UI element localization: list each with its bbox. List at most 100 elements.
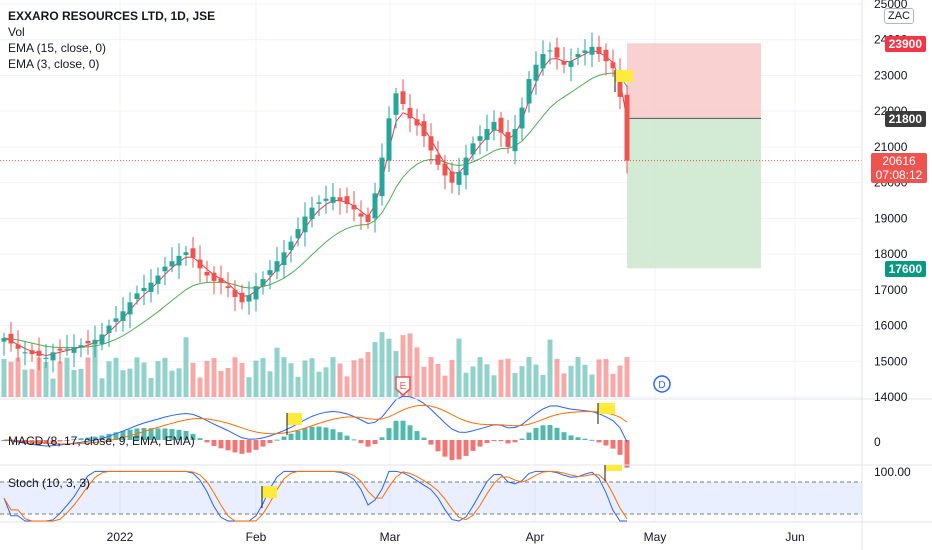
- macd-histogram-bar: [274, 439, 280, 441]
- candle-body: [477, 136, 483, 141]
- volume-bar: [1, 359, 7, 397]
- highlight-flag: [262, 486, 277, 498]
- volume-bar: [603, 359, 609, 397]
- volume-bar: [624, 357, 630, 397]
- time-tick-label: May: [644, 530, 667, 544]
- macd-histogram-bar: [218, 440, 224, 449]
- candle-body: [407, 108, 413, 119]
- candle-body: [8, 333, 14, 344]
- candle-body: [106, 325, 112, 333]
- candle-body: [64, 348, 70, 350]
- volume-bar: [337, 363, 343, 397]
- time-tick-label: Feb: [246, 530, 267, 544]
- dividend-marker-icon: [653, 375, 671, 393]
- candle-body: [71, 346, 77, 353]
- candle-body: [36, 350, 42, 356]
- volume-bar: [463, 372, 469, 397]
- volume-bar: [505, 358, 511, 397]
- time-tick-label: Apr: [526, 530, 545, 544]
- legend-title: EXXARO RESOURCES LTD, 1D, JSE: [8, 9, 216, 23]
- candle-body: [316, 202, 322, 204]
- macd-histogram-bar: [484, 440, 490, 443]
- candle-body: [78, 345, 84, 348]
- volume-bar: [92, 342, 98, 397]
- volume-bar: [162, 357, 168, 397]
- macd-histogram-bar: [141, 428, 147, 440]
- highlight-flag: [598, 403, 615, 414]
- candle-body: [344, 196, 350, 205]
- volume-bar: [323, 367, 329, 397]
- macd-histogram-bar: [596, 440, 602, 443]
- macd-histogram-bar: [617, 440, 623, 455]
- candle-body: [302, 216, 308, 233]
- volume-bar: [15, 357, 21, 397]
- stoch-label: Stoch (10, 3, 3): [8, 476, 91, 490]
- macd-histogram-bar: [134, 428, 140, 440]
- volume-bar: [407, 333, 413, 397]
- macd-histogram-bar: [148, 428, 154, 440]
- candle-body: [351, 204, 357, 210]
- volume-bar: [365, 351, 371, 397]
- volume-bar: [302, 360, 308, 397]
- currency-badge[interactable]: ZAC: [884, 8, 914, 24]
- candle-body: [330, 196, 336, 203]
- macd-histogram-bar: [92, 436, 98, 440]
- volume-bar: [190, 362, 196, 397]
- macd-histogram-bar: [519, 438, 525, 440]
- candle-body: [309, 207, 315, 219]
- dividend-marker-label: D: [658, 380, 665, 391]
- macd-histogram-bar: [442, 440, 448, 457]
- macd-histogram-bar: [372, 440, 378, 445]
- macd-histogram-bar: [568, 435, 574, 440]
- macd-histogram-bar: [57, 440, 63, 442]
- volume-bar: [582, 364, 588, 397]
- macd-histogram-bar: [120, 430, 126, 440]
- macd-histogram-bar: [512, 440, 518, 443]
- chart-legend: EXXARO RESOURCES LTD, 1D, JSE Vol EMA (1…: [8, 8, 215, 72]
- price-tick-label: 21000: [874, 140, 908, 154]
- macd-histogram-bar: [533, 428, 539, 440]
- macd-histogram-bar: [610, 440, 616, 449]
- volume-bar: [288, 363, 294, 397]
- volume-bar: [78, 368, 84, 397]
- macd-histogram-bar: [358, 440, 364, 444]
- stoch-pane: [0, 470, 862, 522]
- volume-bars: [1, 332, 630, 397]
- candle-body: [519, 107, 525, 129]
- price-tick-label: 25000: [874, 0, 908, 11]
- macd-histogram-bar: [127, 429, 133, 440]
- macd-histogram-bar: [414, 431, 420, 440]
- volume-bar: [540, 374, 546, 397]
- earnings-marker-label: E: [400, 381, 407, 392]
- macd-histogram-bar: [400, 420, 406, 440]
- candle-body: [127, 302, 133, 315]
- candle-body: [505, 132, 511, 147]
- price-tick-label: 16000: [874, 319, 908, 333]
- candle-body: [29, 350, 35, 355]
- volume-bar: [470, 366, 476, 397]
- candle-body: [435, 154, 441, 165]
- candle-body: [337, 197, 343, 201]
- macd-histogram-bar: [78, 438, 84, 440]
- volume-bar: [197, 377, 203, 397]
- volume-bar: [421, 366, 427, 397]
- candle-body: [239, 292, 245, 303]
- macd-histogram-bar: [155, 428, 161, 440]
- candle-body: [554, 47, 560, 58]
- volume-bar: [232, 357, 238, 397]
- candle-body: [323, 198, 329, 201]
- candle-body: [50, 352, 56, 361]
- macd-histogram-bar: [162, 428, 168, 440]
- volume-bar: [43, 361, 49, 397]
- volume-bar: [120, 370, 126, 397]
- entry-price-tag: 21800: [884, 111, 926, 127]
- macd-histogram-bar: [246, 440, 252, 453]
- macd-histogram-bar: [449, 440, 455, 461]
- volume-bar: [561, 373, 567, 397]
- macd-histogram-bar: [498, 440, 504, 441]
- volume-bar: [400, 335, 406, 397]
- candle-body: [148, 282, 154, 292]
